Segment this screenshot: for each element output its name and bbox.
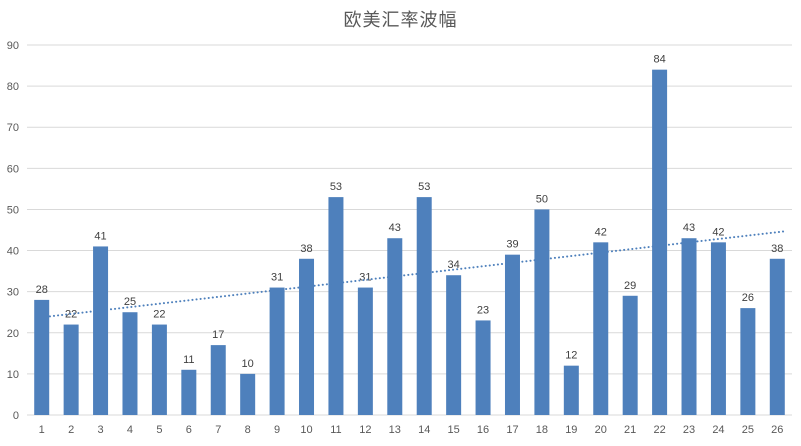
x-axis-tick-label: 26 xyxy=(771,424,783,436)
bar-data-label: 39 xyxy=(506,239,518,251)
bar-series-point xyxy=(63,324,79,415)
bar-series-point xyxy=(328,197,344,415)
y-axis-tick-label: 50 xyxy=(7,204,19,216)
y-axis-tick-label: 20 xyxy=(7,328,19,340)
bar-data-label: 23 xyxy=(477,304,489,316)
bar-data-label: 34 xyxy=(448,259,460,271)
bar-series-point xyxy=(357,287,373,415)
x-axis-tick-label: 7 xyxy=(215,424,221,436)
bar-series-point xyxy=(122,312,138,415)
bar-data-label: 38 xyxy=(300,243,312,255)
bar-series-point xyxy=(622,295,638,415)
bar-series-point xyxy=(151,324,167,415)
bar-data-label: 25 xyxy=(124,296,136,308)
bar-data-label: 84 xyxy=(653,54,665,66)
bar-data-label: 43 xyxy=(683,222,695,234)
bar-series-point xyxy=(710,242,726,415)
trendline xyxy=(40,230,788,319)
y-axis-tick-label: 60 xyxy=(7,163,19,175)
bar-data-label: 12 xyxy=(565,350,577,362)
bar-series-point xyxy=(416,197,432,415)
bar-data-label: 11 xyxy=(183,354,194,366)
y-axis-tick-label: 0 xyxy=(13,410,19,422)
bar-data-label: 31 xyxy=(359,272,371,284)
x-axis-tick-label: 18 xyxy=(536,424,548,436)
bar-series-point xyxy=(769,258,785,415)
bar-data-label: 22 xyxy=(153,309,165,321)
x-axis-tick-label: 23 xyxy=(683,424,695,436)
x-axis-tick-label: 6 xyxy=(186,424,192,436)
x-axis-tick-label: 9 xyxy=(274,424,280,436)
x-axis-tick-label: 5 xyxy=(156,424,162,436)
bar-data-label: 41 xyxy=(94,230,106,242)
bar-data-label: 42 xyxy=(595,226,607,238)
bar-data-label: 17 xyxy=(212,329,224,341)
x-axis-tick-label: 15 xyxy=(448,424,460,436)
x-axis-tick-label: 24 xyxy=(712,424,724,436)
x-axis-tick-label: 14 xyxy=(418,424,430,436)
bar-series-point xyxy=(269,287,285,415)
bar-data-label: 26 xyxy=(742,292,754,304)
x-axis-tick-label: 19 xyxy=(565,424,577,436)
bar-data-label: 28 xyxy=(36,284,48,296)
x-axis-tick-label: 12 xyxy=(359,424,371,436)
bar-data-label: 42 xyxy=(712,226,724,238)
bar-series-point xyxy=(93,246,109,415)
bar-data-label: 53 xyxy=(418,181,430,193)
bar-series-point xyxy=(240,373,256,415)
x-axis-tick-label: 16 xyxy=(477,424,489,436)
bar-data-label: 43 xyxy=(389,222,401,234)
y-axis-tick-label: 90 xyxy=(7,40,19,52)
x-axis-tick-label: 2 xyxy=(68,424,74,436)
x-axis-tick-label: 17 xyxy=(506,424,518,436)
bar-series-point xyxy=(387,238,403,415)
bar-series-point xyxy=(299,258,315,415)
y-axis-tick-label: 40 xyxy=(7,246,19,258)
bar-data-label: 31 xyxy=(271,272,283,284)
bar-series-point xyxy=(181,369,197,415)
x-axis-tick-label: 13 xyxy=(389,424,401,436)
bar-series-point xyxy=(681,238,697,415)
bar-series-point xyxy=(210,345,226,415)
bar-series-point xyxy=(740,308,756,415)
bar-series-point xyxy=(563,365,579,415)
bar-data-label: 38 xyxy=(771,243,783,255)
x-axis-tick-label: 22 xyxy=(653,424,665,436)
bar-data-label: 53 xyxy=(330,181,342,193)
bar-series-point xyxy=(446,275,462,415)
bar-data-label: 29 xyxy=(624,280,636,292)
x-axis-tick-label: 8 xyxy=(245,424,251,436)
x-axis-tick-label: 25 xyxy=(742,424,754,436)
x-axis-tick-label: 10 xyxy=(300,424,312,436)
bar-data-label: 50 xyxy=(536,193,548,205)
bar-series-point xyxy=(652,69,668,416)
y-axis-tick-label: 30 xyxy=(7,287,19,299)
y-axis-tick-label: 70 xyxy=(7,122,19,134)
x-axis-tick-label: 21 xyxy=(624,424,636,436)
x-axis-tick-label: 4 xyxy=(127,424,133,436)
x-axis-tick-label: 11 xyxy=(330,424,341,436)
x-axis-tick-label: 3 xyxy=(97,424,103,436)
x-axis-tick-label: 1 xyxy=(39,424,45,436)
bar-series-point xyxy=(534,209,550,415)
bar-series-point xyxy=(475,320,491,415)
y-axis-tick-label: 80 xyxy=(7,81,19,93)
bar-series-point xyxy=(504,254,520,415)
bar-data-label: 10 xyxy=(242,358,254,370)
y-axis-tick-label: 10 xyxy=(7,369,19,381)
x-axis-tick-label: 20 xyxy=(595,424,607,436)
chart-title: 欧美汇率波幅 xyxy=(343,10,458,30)
bar-series-point xyxy=(593,242,609,415)
bar-series-point xyxy=(34,299,50,415)
